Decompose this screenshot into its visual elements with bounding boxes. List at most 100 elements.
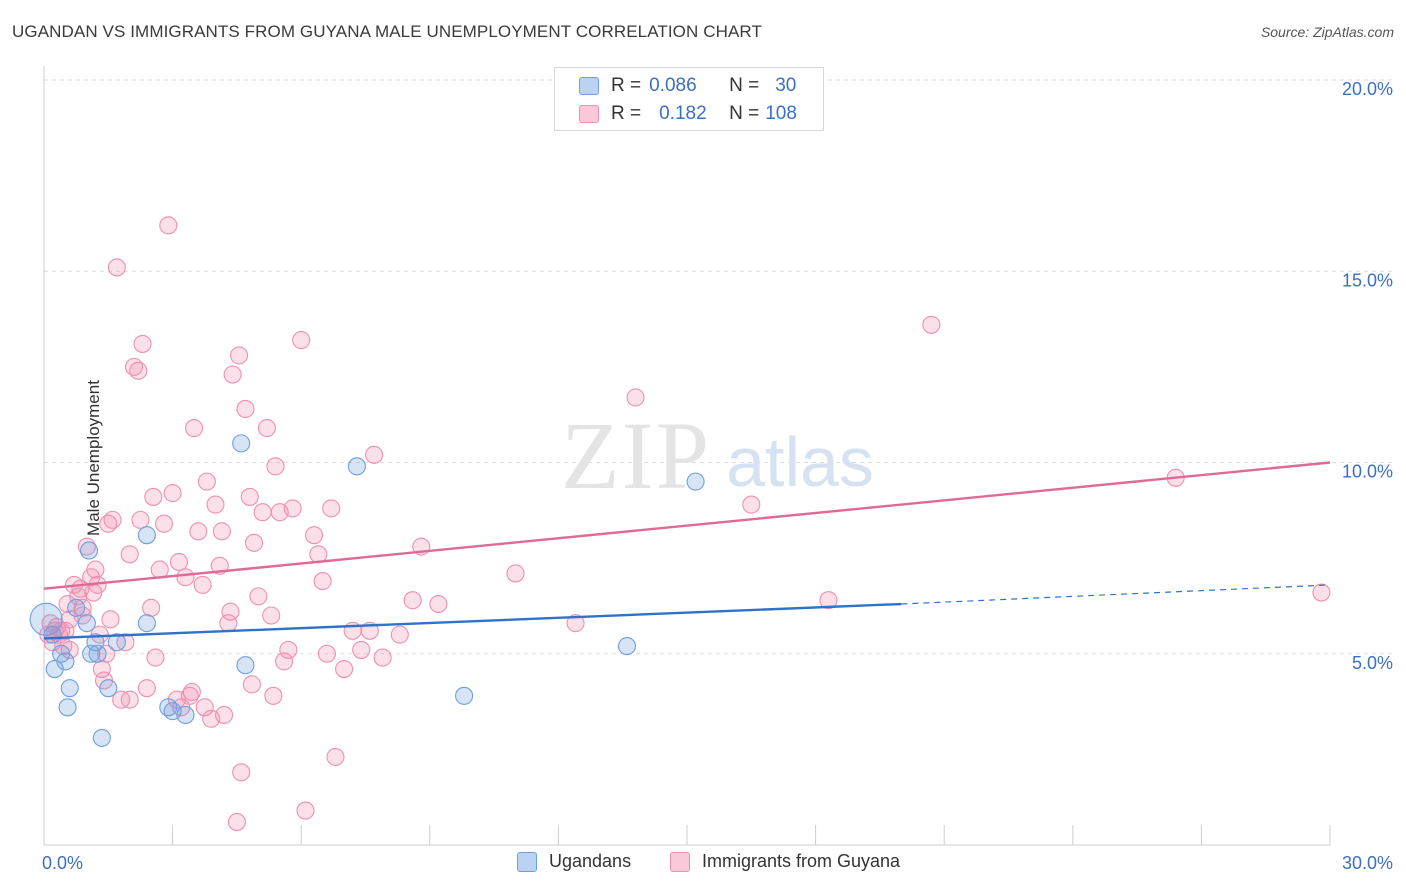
legend-row-ugandans: R = 0.086 N = 30 — [579, 74, 796, 98]
point-guyana — [292, 331, 311, 350]
point-ugandans — [176, 705, 195, 725]
point-guyana — [275, 652, 294, 671]
point-guyana — [626, 388, 645, 407]
y-tick-label: 5.0% — [1352, 653, 1393, 673]
y-tick-label: 15.0% — [1342, 270, 1393, 290]
axes — [43, 66, 1331, 846]
point-guyana — [86, 560, 105, 579]
point-guyana — [137, 679, 156, 698]
point-guyana — [390, 625, 409, 644]
series-ugandans-points — [29, 434, 705, 747]
point-ugandans — [455, 686, 474, 705]
point-guyana — [242, 675, 261, 694]
legend-r-value: 0.182 — [659, 103, 707, 124]
point-guyana — [296, 801, 315, 820]
point-guyana — [429, 594, 448, 614]
point-ugandans — [56, 652, 75, 671]
legend-swatch-ugandans — [517, 851, 537, 872]
point-guyana — [922, 315, 941, 334]
point-guyana — [60, 640, 79, 659]
stats-legend: R = 0.086 N = 30 R = 0.182 N = 108 — [554, 67, 824, 131]
legend-item-guyana: Immigrants from Guyana — [670, 851, 900, 872]
point-ugandans — [79, 541, 99, 560]
point-guyana — [236, 399, 255, 419]
point-guyana — [142, 598, 161, 617]
point-guyana — [326, 747, 345, 767]
legend-n-value: 30 — [775, 75, 797, 96]
point-guyana — [742, 495, 761, 514]
point-guyana — [403, 591, 422, 610]
point-guyana — [317, 644, 336, 663]
point-guyana — [229, 346, 249, 365]
legend-n-value: 108 — [765, 103, 797, 124]
point-guyana — [58, 594, 77, 614]
point-guyana — [195, 698, 214, 717]
point-guyana — [373, 648, 392, 667]
point-ugandans — [107, 633, 126, 652]
point-guyana — [163, 484, 182, 503]
point-guyana — [184, 419, 204, 438]
point-ugandans — [686, 472, 705, 491]
point-guyana — [365, 445, 384, 464]
trend-line-ugandans-extension — [901, 584, 1331, 605]
point-guyana — [131, 510, 150, 529]
point-guyana — [69, 587, 88, 606]
legend-swatch-guyana — [670, 851, 690, 872]
point-ugandans — [137, 614, 156, 633]
point-ugandans — [58, 698, 77, 717]
point-guyana — [240, 487, 259, 506]
point-guyana — [154, 514, 174, 533]
point-guyana — [169, 552, 189, 572]
trend-lines — [43, 461, 1331, 640]
point-guyana — [146, 648, 165, 667]
point-guyana — [193, 575, 212, 594]
x-tick-label: 0.0% — [42, 853, 83, 873]
point-ugandans — [92, 728, 111, 747]
point-guyana — [244, 533, 264, 552]
point-guyana — [120, 690, 139, 709]
point-ugandans — [86, 633, 105, 652]
point-guyana — [133, 334, 152, 353]
point-guyana — [227, 812, 246, 832]
point-guyana — [352, 640, 371, 659]
legend-label-ugandans: Ugandans — [549, 851, 632, 871]
legend-swatch-guyana — [579, 105, 599, 123]
watermark-atlas: atlas — [726, 423, 874, 501]
trend-line-ugandans — [43, 602, 902, 640]
point-guyana — [253, 503, 272, 522]
legend-item-ugandans: Ugandans — [517, 851, 631, 872]
point-guyana — [159, 216, 178, 235]
legend-n-label: N = — [729, 103, 760, 124]
x-tick-label: 30.0% — [1342, 853, 1393, 873]
point-guyana — [41, 614, 60, 633]
point-guyana — [257, 419, 276, 438]
point-ugandans — [43, 625, 62, 644]
point-ugandans — [88, 644, 107, 663]
point-guyana — [212, 522, 231, 541]
point-ugandans — [77, 614, 96, 633]
source-label: Source: ZipAtlas.com — [1260, 24, 1394, 40]
point-guyana — [214, 705, 234, 725]
series-guyana-points — [39, 216, 1331, 832]
legend-r-label: R = — [611, 75, 642, 96]
point-guyana — [232, 763, 251, 782]
point-guyana — [223, 365, 242, 384]
legend-row-guyana: R = 0.182 N = 108 — [579, 102, 797, 126]
point-guyana — [566, 614, 585, 633]
point-ugandans — [82, 644, 101, 663]
point-guyana — [101, 610, 120, 629]
point-ugandans — [67, 598, 86, 617]
point-guyana — [150, 560, 169, 579]
series-legend: Ugandans Immigrants from Guyana — [0, 851, 1406, 877]
point-guyana — [129, 361, 148, 380]
point-ugandans — [29, 602, 63, 636]
point-guyana — [322, 499, 341, 518]
legend-n-label: N = — [729, 75, 760, 96]
point-guyana — [1312, 583, 1331, 602]
point-guyana — [84, 583, 103, 602]
point-guyana — [279, 640, 298, 659]
point-guyana — [305, 526, 324, 545]
y-axis-label: Male Unemployment — [83, 380, 103, 536]
point-ugandans — [60, 679, 79, 698]
